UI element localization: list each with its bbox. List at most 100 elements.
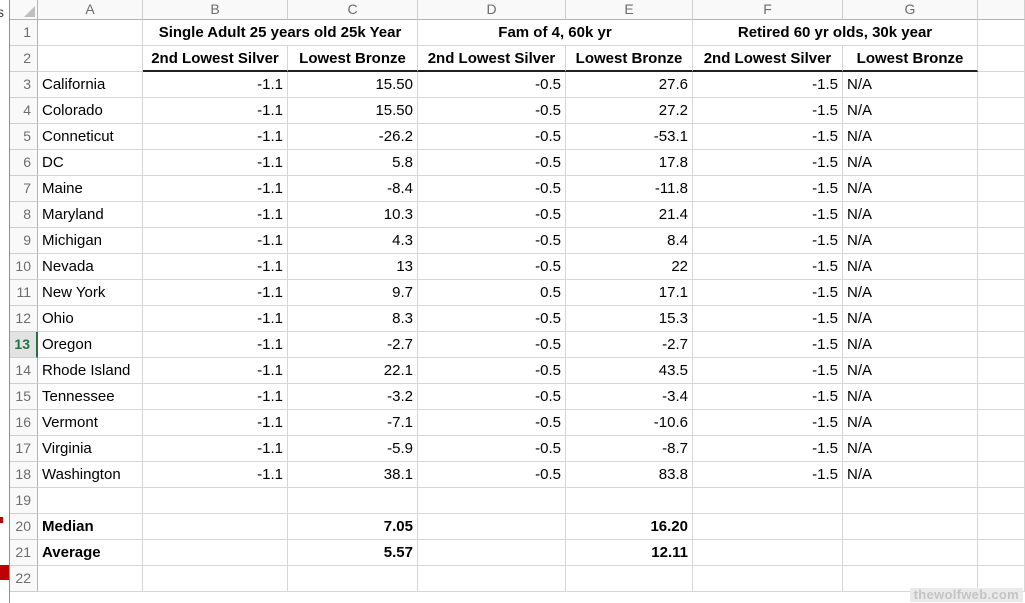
- cell-H8[interactable]: [978, 202, 1025, 228]
- cell-H9[interactable]: [978, 228, 1025, 254]
- cell-F7[interactable]: -1.5: [693, 176, 843, 202]
- cell-E13[interactable]: -2.7: [566, 332, 693, 358]
- cell-B9[interactable]: -1.1: [143, 228, 288, 254]
- row-header-18[interactable]: 18: [10, 462, 38, 488]
- cell-F5[interactable]: -1.5: [693, 124, 843, 150]
- row-header-3[interactable]: 3: [10, 72, 38, 98]
- row-header-20[interactable]: 20: [10, 514, 38, 540]
- cell-B20[interactable]: [143, 514, 288, 540]
- cell-C8[interactable]: 10.3: [288, 202, 418, 228]
- cell-G18[interactable]: N/A: [843, 462, 978, 488]
- sub-header-E2[interactable]: Lowest Bronze: [566, 46, 693, 72]
- row-header-9[interactable]: 9: [10, 228, 38, 254]
- sub-header-B2[interactable]: 2nd Lowest Silver: [143, 46, 288, 72]
- cell-A10[interactable]: Nevada: [38, 254, 143, 280]
- merged-header-3[interactable]: Retired 60 yr olds, 30k year: [693, 20, 978, 46]
- cell-A18[interactable]: Washington: [38, 462, 143, 488]
- cell-A8[interactable]: Maryland: [38, 202, 143, 228]
- cell-F20[interactable]: [693, 514, 843, 540]
- cell-A13[interactable]: Oregon: [38, 332, 143, 358]
- cell-C18[interactable]: 38.1: [288, 462, 418, 488]
- row-header-4[interactable]: 4: [10, 98, 38, 124]
- cell-B10[interactable]: -1.1: [143, 254, 288, 280]
- cell-D16[interactable]: -0.5: [418, 410, 566, 436]
- cell-H7[interactable]: [978, 176, 1025, 202]
- cell-E21[interactable]: 12.11: [566, 540, 693, 566]
- cell-B22[interactable]: [143, 566, 288, 592]
- cell-D19[interactable]: [418, 488, 566, 514]
- col-header-F[interactable]: F: [693, 0, 843, 20]
- cell-H6[interactable]: [978, 150, 1025, 176]
- cell-B6[interactable]: -1.1: [143, 150, 288, 176]
- row-header-22[interactable]: 22: [10, 566, 38, 592]
- cell-B8[interactable]: -1.1: [143, 202, 288, 228]
- cell-G19[interactable]: [843, 488, 978, 514]
- col-header-partial[interactable]: [978, 0, 1025, 20]
- cell-A20[interactable]: Median: [38, 514, 143, 540]
- cell-F14[interactable]: -1.5: [693, 358, 843, 384]
- cell-B12[interactable]: -1.1: [143, 306, 288, 332]
- cell-C5[interactable]: -26.2: [288, 124, 418, 150]
- cell-F12[interactable]: -1.5: [693, 306, 843, 332]
- cell-E19[interactable]: [566, 488, 693, 514]
- cell-D17[interactable]: -0.5: [418, 436, 566, 462]
- cell-C3[interactable]: 15.50: [288, 72, 418, 98]
- cell-E7[interactable]: -11.8: [566, 176, 693, 202]
- cell-H12[interactable]: [978, 306, 1025, 332]
- cell-D5[interactable]: -0.5: [418, 124, 566, 150]
- cell-F16[interactable]: -1.5: [693, 410, 843, 436]
- cell-E14[interactable]: 43.5: [566, 358, 693, 384]
- cell-H16[interactable]: [978, 410, 1025, 436]
- cell-E5[interactable]: -53.1: [566, 124, 693, 150]
- cell-H18[interactable]: [978, 462, 1025, 488]
- cell-E12[interactable]: 15.3: [566, 306, 693, 332]
- cell-F17[interactable]: -1.5: [693, 436, 843, 462]
- cell-G5[interactable]: N/A: [843, 124, 978, 150]
- cell-E18[interactable]: 83.8: [566, 462, 693, 488]
- col-header-D[interactable]: D: [418, 0, 566, 20]
- cell-B21[interactable]: [143, 540, 288, 566]
- cell-E11[interactable]: 17.1: [566, 280, 693, 306]
- cell-F8[interactable]: -1.5: [693, 202, 843, 228]
- row-header-21[interactable]: 21: [10, 540, 38, 566]
- cell-D20[interactable]: [418, 514, 566, 540]
- row-header-13[interactable]: 13: [10, 332, 38, 358]
- cell-C7[interactable]: -8.4: [288, 176, 418, 202]
- cell-E3[interactable]: 27.6: [566, 72, 693, 98]
- cell-B18[interactable]: -1.1: [143, 462, 288, 488]
- cell-E10[interactable]: 22: [566, 254, 693, 280]
- cell-E9[interactable]: 8.4: [566, 228, 693, 254]
- row-header-16[interactable]: 16: [10, 410, 38, 436]
- cell-G13[interactable]: N/A: [843, 332, 978, 358]
- cell-B7[interactable]: -1.1: [143, 176, 288, 202]
- cell-C19[interactable]: [288, 488, 418, 514]
- cell-D21[interactable]: [418, 540, 566, 566]
- cell-G12[interactable]: N/A: [843, 306, 978, 332]
- row-header-1[interactable]: 1: [10, 20, 38, 46]
- cell-A12[interactable]: Ohio: [38, 306, 143, 332]
- cell-E20[interactable]: 16.20: [566, 514, 693, 540]
- cell-D10[interactable]: -0.5: [418, 254, 566, 280]
- cell-H13[interactable]: [978, 332, 1025, 358]
- row-header-7[interactable]: 7: [10, 176, 38, 202]
- cell-A1[interactable]: [38, 20, 143, 46]
- cell-G17[interactable]: N/A: [843, 436, 978, 462]
- cell-A15[interactable]: Tennessee: [38, 384, 143, 410]
- cell-G9[interactable]: N/A: [843, 228, 978, 254]
- cell-F11[interactable]: -1.5: [693, 280, 843, 306]
- cell-D3[interactable]: -0.5: [418, 72, 566, 98]
- row-header-5[interactable]: 5: [10, 124, 38, 150]
- row-header-12[interactable]: 12: [10, 306, 38, 332]
- cell-F21[interactable]: [693, 540, 843, 566]
- col-header-C[interactable]: C: [288, 0, 418, 20]
- cell-B4[interactable]: -1.1: [143, 98, 288, 124]
- row-header-8[interactable]: 8: [10, 202, 38, 228]
- cell-B14[interactable]: -1.1: [143, 358, 288, 384]
- cell-E16[interactable]: -10.6: [566, 410, 693, 436]
- cell-D9[interactable]: -0.5: [418, 228, 566, 254]
- cell-H11[interactable]: [978, 280, 1025, 306]
- cell-C4[interactable]: 15.50: [288, 98, 418, 124]
- cell-D14[interactable]: -0.5: [418, 358, 566, 384]
- cell-G3[interactable]: N/A: [843, 72, 978, 98]
- sub-header-D2[interactable]: 2nd Lowest Silver: [418, 46, 566, 72]
